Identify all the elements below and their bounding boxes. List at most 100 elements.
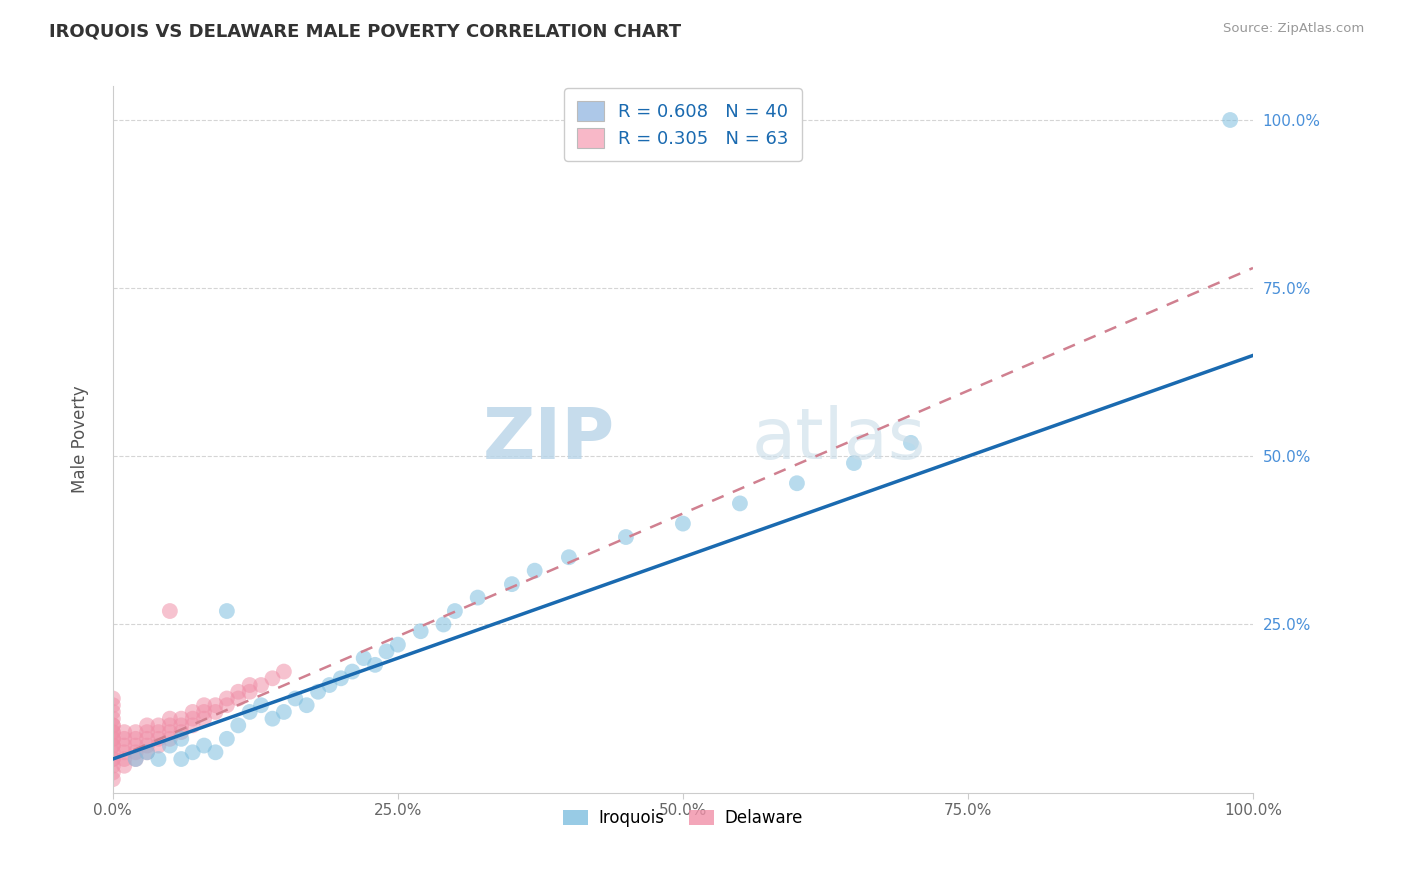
Text: IROQUOIS VS DELAWARE MALE POVERTY CORRELATION CHART: IROQUOIS VS DELAWARE MALE POVERTY CORREL… (49, 22, 682, 40)
Point (614, 530, 637, 544)
Point (124, 752, 146, 766)
Point (262, 671, 284, 685)
Point (204, 705, 226, 719)
Point (112, 745, 135, 759)
Point (432, 617, 454, 632)
Point (193, 698, 215, 713)
Point (364, 657, 387, 672)
Point (112, 731, 135, 746)
Point (226, 691, 249, 706)
Point (112, 758, 135, 772)
Point (204, 745, 226, 759)
Point (101, 705, 124, 719)
Point (329, 671, 352, 685)
Point (215, 604, 238, 618)
Point (262, 712, 284, 726)
Point (136, 718, 159, 732)
Point (148, 739, 170, 753)
Point (112, 725, 135, 739)
Point (101, 772, 124, 787)
Point (250, 698, 273, 713)
Point (215, 731, 238, 746)
Point (204, 698, 226, 713)
Point (193, 739, 215, 753)
Point (181, 745, 204, 759)
Point (250, 678, 273, 692)
Point (226, 685, 249, 699)
Point (101, 718, 124, 732)
Point (239, 685, 262, 699)
Point (193, 712, 215, 726)
Point (101, 725, 124, 739)
Point (101, 731, 124, 746)
Point (136, 725, 159, 739)
Point (136, 745, 159, 759)
Point (148, 718, 170, 732)
Point (124, 731, 146, 746)
Point (842, 456, 865, 470)
Point (159, 718, 181, 732)
Point (181, 712, 204, 726)
Point (342, 665, 364, 679)
Point (159, 604, 181, 618)
Point (124, 739, 146, 753)
Point (786, 476, 808, 491)
Point (101, 698, 124, 713)
Point (112, 752, 135, 766)
Point (295, 698, 318, 713)
Point (159, 725, 181, 739)
Point (101, 752, 124, 766)
Legend: Iroquois, Delaware: Iroquois, Delaware (557, 803, 810, 834)
Point (101, 739, 124, 753)
Point (387, 638, 409, 652)
Point (353, 651, 375, 665)
Point (226, 718, 249, 732)
Point (467, 591, 489, 605)
Point (148, 752, 170, 766)
Text: atlas: atlas (751, 405, 925, 474)
Point (181, 718, 204, 732)
Point (159, 731, 181, 746)
Point (672, 516, 695, 531)
Text: ZIP: ZIP (482, 405, 614, 474)
Point (101, 758, 124, 772)
Point (273, 665, 295, 679)
Point (170, 712, 193, 726)
Point (101, 752, 124, 766)
Point (170, 731, 193, 746)
Point (900, 435, 922, 450)
Point (124, 745, 146, 759)
Point (409, 624, 432, 639)
Point (101, 718, 124, 732)
Point (148, 725, 170, 739)
Point (124, 752, 146, 766)
Point (101, 745, 124, 759)
Point (284, 691, 307, 706)
Point (136, 731, 159, 746)
Point (558, 550, 581, 565)
Point (170, 725, 193, 739)
Point (101, 731, 124, 746)
Point (307, 685, 329, 699)
Point (101, 725, 124, 739)
Point (523, 564, 546, 578)
Point (101, 691, 124, 706)
Point (136, 739, 159, 753)
Point (501, 577, 523, 591)
Point (124, 725, 146, 739)
Point (215, 691, 238, 706)
Point (193, 705, 215, 719)
Point (444, 604, 467, 618)
Point (215, 698, 238, 713)
Point (159, 739, 181, 753)
Y-axis label: Male Poverty: Male Poverty (72, 385, 89, 493)
Point (170, 718, 193, 732)
Point (136, 745, 159, 759)
Point (170, 752, 193, 766)
Point (101, 712, 124, 726)
Point (159, 712, 181, 726)
Point (239, 705, 262, 719)
Point (239, 678, 262, 692)
Point (273, 705, 295, 719)
Point (101, 739, 124, 753)
